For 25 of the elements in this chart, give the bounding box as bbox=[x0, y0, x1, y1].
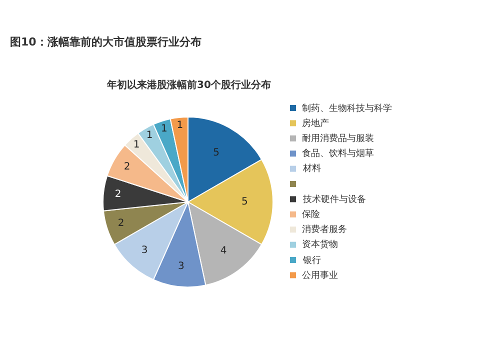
data-label: 5 bbox=[241, 196, 248, 208]
legend-label: 房地产 bbox=[302, 118, 329, 129]
legend-label: 制药、生物科技与科学 bbox=[302, 103, 392, 114]
data-label: 2 bbox=[124, 161, 130, 172]
data-label: 1 bbox=[133, 139, 140, 150]
data-label: 4 bbox=[220, 245, 227, 256]
data-label: 5 bbox=[213, 147, 220, 158]
data-label: 2 bbox=[114, 189, 122, 200]
legend-label: 消费者服务 bbox=[302, 224, 347, 235]
legend-label: 保险 bbox=[302, 209, 320, 220]
legend-label: 耐用消费品与服装 bbox=[302, 133, 374, 144]
data-label: 1 bbox=[161, 123, 168, 134]
legend-label: 食品、饮料与烟草 bbox=[302, 148, 374, 159]
data-label: 3 bbox=[141, 244, 148, 256]
chart-title: 图10：涨幅靠前的大市值股票行业分布 bbox=[10, 36, 202, 49]
legend-label: 材料 bbox=[302, 163, 321, 174]
data-label: 1 bbox=[176, 120, 184, 131]
data-label: 2 bbox=[118, 218, 124, 230]
legend-label: 技术硬件与设备 bbox=[302, 194, 366, 205]
legend-label: 资本货物 bbox=[302, 239, 338, 250]
legend-label: 银行 bbox=[302, 255, 321, 266]
legend-label: 公用事业 bbox=[302, 270, 338, 281]
chart-subtitle: 年初以来港股涨幅前30个股行业分布 bbox=[106, 79, 271, 91]
data-label: 1 bbox=[146, 130, 153, 141]
data-label: 3 bbox=[178, 261, 184, 272]
